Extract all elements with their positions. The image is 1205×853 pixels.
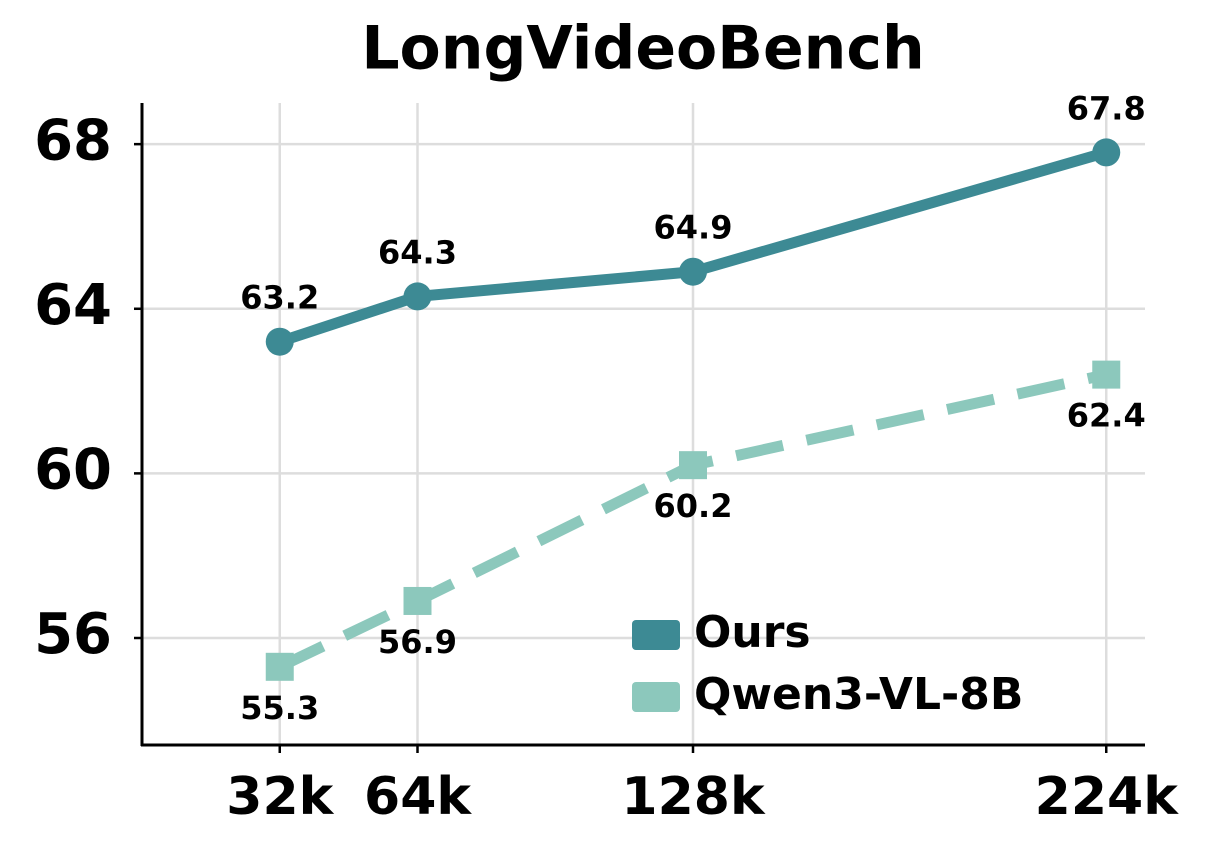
- marker: [1092, 138, 1121, 167]
- data-label: 67.8: [1067, 89, 1146, 127]
- marker: [403, 586, 432, 615]
- series-line: [277, 369, 1108, 672]
- legend-swatch: [632, 620, 680, 650]
- data-label: 64.3: [378, 233, 457, 271]
- legend-label: Ours: [694, 607, 811, 658]
- data-label: 62.4: [1067, 397, 1146, 435]
- data-label: 64.9: [654, 209, 733, 247]
- x-tick-label: 32k: [226, 767, 334, 827]
- data-label: 55.3: [240, 689, 319, 727]
- y-tick-label: 60: [34, 438, 112, 503]
- data-label: 56.9: [378, 623, 457, 661]
- data-label: 63.2: [240, 279, 319, 317]
- chart-title: LongVideoBench: [361, 14, 924, 84]
- x-tick-label: 128k: [621, 767, 766, 827]
- data-label: 60.2: [654, 487, 733, 525]
- y-tick-label: 56: [34, 602, 112, 667]
- x-tick-label: 64k: [364, 767, 472, 827]
- x-tick-label: 224k: [1035, 767, 1180, 827]
- series-line: [278, 147, 1108, 347]
- marker: [679, 451, 708, 480]
- legend-swatch: [632, 682, 680, 712]
- marker: [265, 652, 294, 681]
- marker: [265, 327, 294, 356]
- marker: [1092, 360, 1121, 389]
- marker: [679, 257, 708, 286]
- y-tick-label: 68: [34, 108, 112, 173]
- legend-label: Qwen3-VL-8B: [694, 669, 1023, 720]
- marker: [403, 282, 432, 311]
- y-tick-label: 64: [34, 273, 112, 338]
